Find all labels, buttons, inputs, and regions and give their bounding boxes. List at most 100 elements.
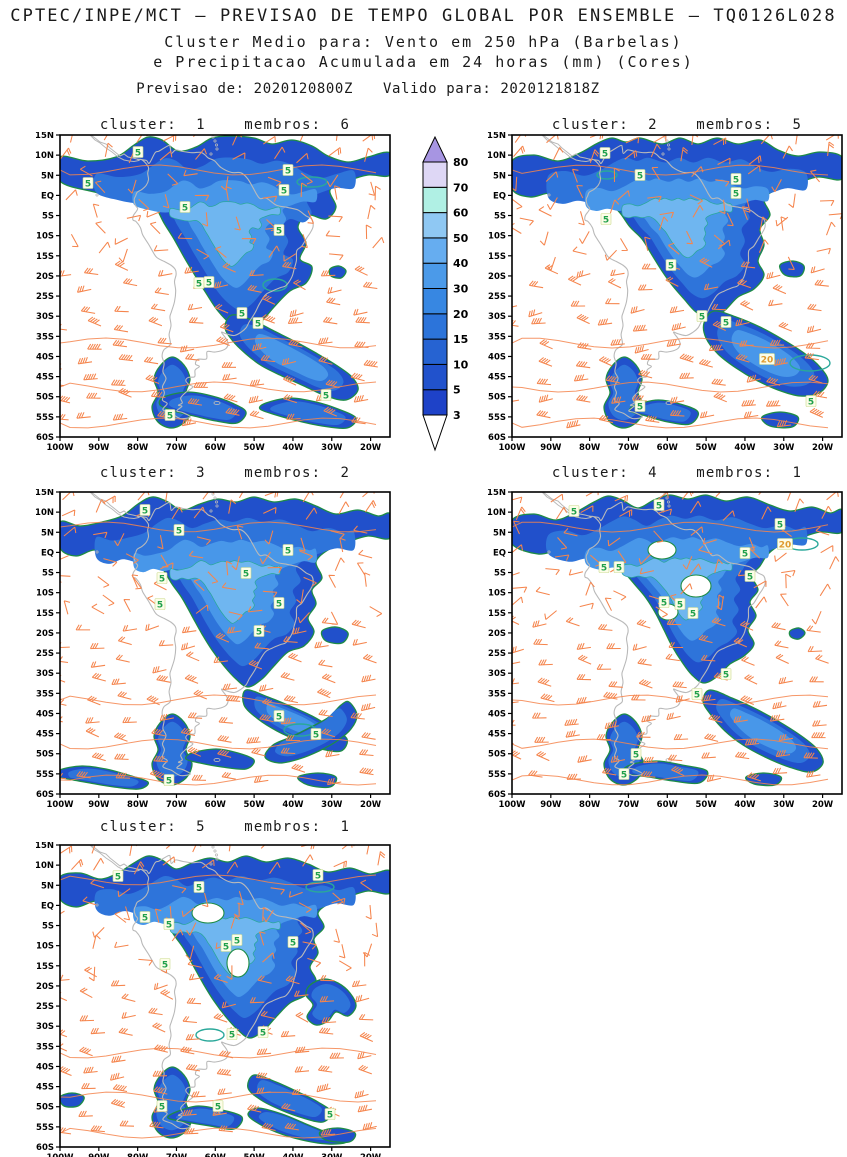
lat-tick-label: 55S [36,413,54,423]
lat-tick-label: 25S [488,649,506,659]
map-content: 5 5 5 5 5 5 5 5 5 5 5 [60,492,390,790]
lat-tick-label: 50S [36,393,54,403]
contour-label-chip [774,518,786,530]
lat-tick-label: 5N [41,171,54,181]
contour-label-text: 5 [733,175,739,185]
lat-tick-label: EQ [41,901,54,911]
contour-label-text: 5 [176,526,182,536]
lat-tick-label: 10N [487,151,506,161]
lat-tick-label: 40S [36,352,54,362]
contour-label-text: 5 [668,261,674,271]
lat-tick-label: 15S [36,252,54,262]
lat-tick-label: 55S [36,1123,54,1133]
lat-tick-label: 10S [36,232,54,242]
contour-label-text: 5 [327,1110,333,1120]
contour-label-text: 5 [196,883,202,893]
contour-label-chip [156,572,168,584]
contour-label-chip [759,353,775,365]
contour-label-text: 5 [285,166,291,176]
panel-title-cluster-2: cluster: 2 membros: 5 [551,117,803,133]
lat-tick-label: 55S [488,770,506,780]
lat-tick-label: EQ [41,548,54,558]
contour-label-text: 5 [747,572,753,582]
contour-label-text: 5 [206,278,212,288]
contour-label-text: 5 [239,309,245,319]
contour-label-text: 5 [142,506,148,516]
lat-tick-label: 35S [36,689,54,699]
contour-label-text: 5 [276,226,282,236]
contour-label-chip [730,187,742,199]
contour-label-chip [273,597,285,609]
precip-colorbar: 3 5 10 15 20 30 40 50 60 70 80 [422,135,469,452]
lat-tick-label: 20S [488,272,506,282]
lat-tick-label: 5N [41,528,54,538]
panel-title-cluster-5: cluster: 5 membros: 1 [99,819,351,835]
map-frame: 15N10N5NEQ5S10S15S20S25S30S35S40S45S50S5… [487,132,843,453]
contour-label-text: 5 [167,411,173,421]
lat-tick-label: 40S [488,709,506,719]
lat-tick-label: 15S [36,962,54,972]
lat-tick-label: 45S [36,1083,54,1093]
colorbar-segment [422,186,448,214]
lon-tick-label: 80W [127,800,149,810]
lat-tick-label: 25S [36,1002,54,1012]
lat-tick-label: 10N [35,861,54,871]
colorbar-tick-label: 20 [453,308,469,321]
coastline-layer [89,845,314,1130]
lat-tick-label: 10N [35,151,54,161]
contour-label-text: 5 [276,712,282,722]
panel-title-cluster-1: cluster: 1 membros: 6 [99,117,351,133]
map-frame: 15N10N5NEQ5S10S15S20S25S30S35S40S45S50S5… [487,489,843,810]
lon-tick-label: 100W [46,800,74,810]
contour-label-chip [273,710,285,722]
map-frame: 15N10N5NEQ5S10S15S20S25S30S35S40S45S50S5… [35,842,391,1157]
contour-label-text: 5 [229,1030,235,1040]
lon-tick-label: 60W [205,800,227,810]
lon-tick-label: 80W [579,800,601,810]
lat-tick-label: 35S [36,1042,54,1052]
map-cluster-2: 5 5 5 5 5 5 5 5 20 5 5 15N 10N 5N EQ 5S 10S 15S 20S 25S 30S 3… [487,132,843,453]
colorbar-segment [422,363,448,391]
coastline-layer [541,492,766,777]
contour-label-text: 5 [157,600,163,610]
contour-label-chip [156,1100,168,1112]
lat-tick-label: 15N [35,842,54,851]
lat-tick-label: 25S [36,292,54,302]
lat-tick-label: 50S [36,750,54,760]
colorbar-segment [422,338,448,365]
lat-tick-label: 15N [487,132,506,141]
contour-label-text: 5 [166,776,172,786]
lat-tick-label: 20S [36,982,54,992]
wind-barbs-layer [512,135,842,429]
contour-label-text: 5 [159,574,165,584]
contour-label-chip [253,625,265,637]
lat-tick-label: 5S [494,212,506,222]
contour-label-text: 5 [637,402,643,412]
contour-label-chip [203,276,215,288]
contour-label-text: 5 [142,913,148,923]
page-title: CPTEC/INPE/MCT – PREVISAO DE TEMPO GLOBA… [10,6,837,26]
contour-label-text: 5 [723,670,729,680]
contour-label-chip [618,768,630,780]
precip-shading-layer [60,496,390,790]
contour-label-chip [132,146,144,158]
contour-label-chip [310,728,322,740]
lat-tick-label: 10S [36,589,54,599]
lon-tick-label: 30W [321,800,343,810]
map-content: 5 5 5 5 5 5 5 5 20 5 5 [512,135,842,429]
lon-tick-label: 20W [360,443,382,453]
contour-labels-layer: 5 5 5 5 5 5 5 5 5 5 5 [139,504,322,786]
lat-tick-label: EQ [493,548,506,558]
contour-label-chip [220,940,232,952]
lat-tick-label: 45S [488,730,506,740]
contour-label-chip [164,409,176,421]
lat-tick-label: 60S [488,433,506,443]
contour-label-chip [159,958,171,970]
contour-label-chip [687,607,699,619]
lon-tick-label: 70W [166,443,188,453]
contour-label-text: 20 [761,355,774,365]
lon-tick-label: 20W [812,800,834,810]
colorbar-tick-label: 50 [453,232,469,245]
